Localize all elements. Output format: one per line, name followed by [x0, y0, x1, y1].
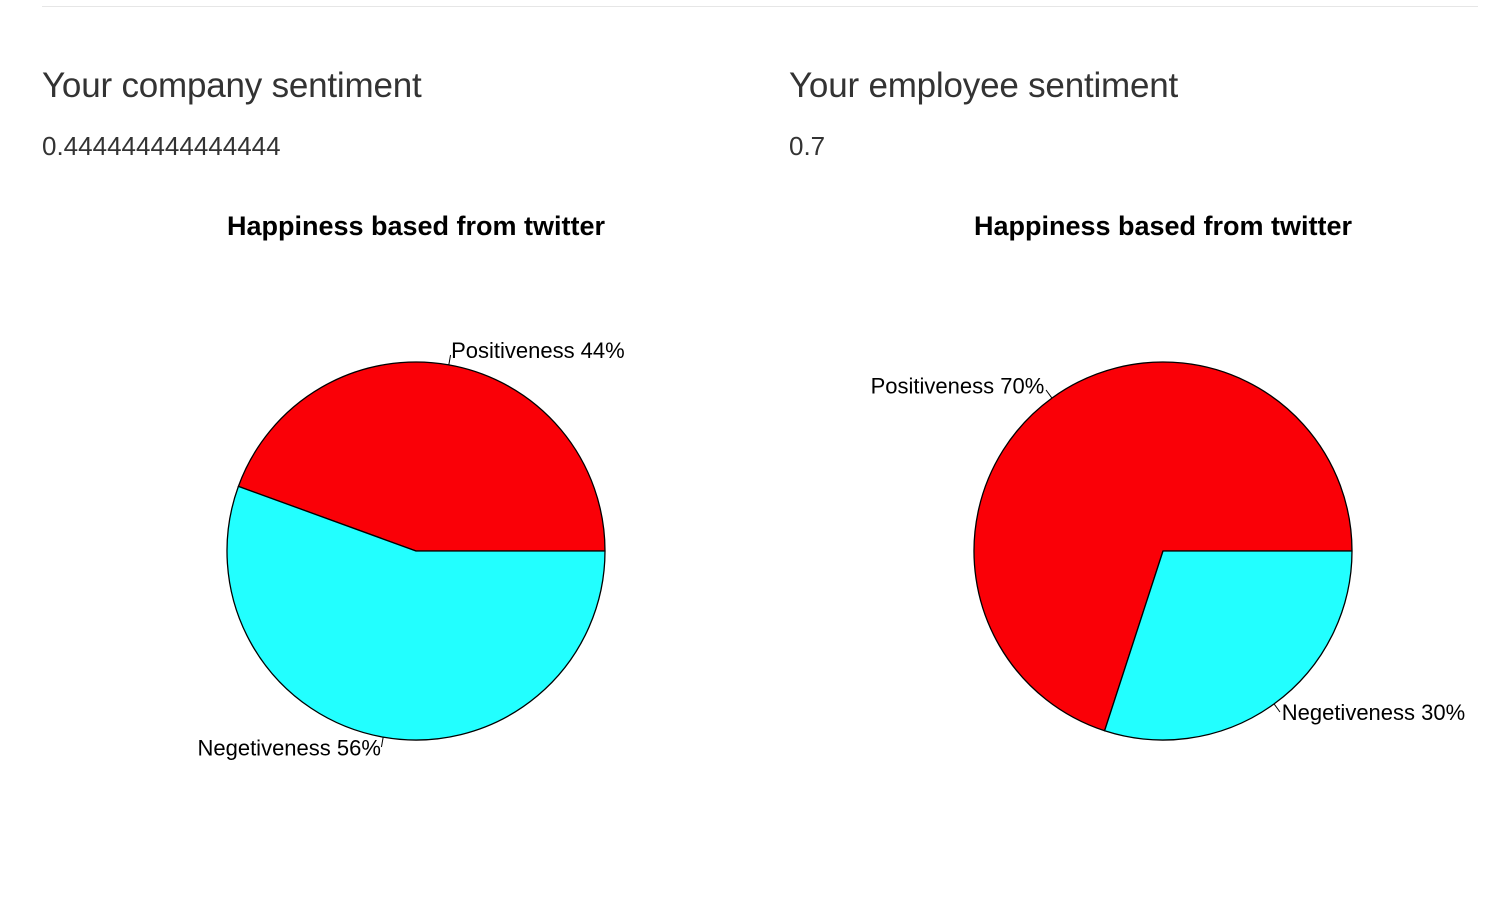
pie-label-tick	[448, 354, 452, 365]
pie-slice-label: Negetiveness 56%	[197, 736, 380, 761]
pie-slice-positiveness	[237, 361, 606, 552]
company-sentiment-heading: Your company sentiment	[42, 66, 422, 105]
employee-happiness-pie-chart: Happiness based from twitter Positivenes…	[871, 211, 1465, 741]
chart-title: Happiness based from twitter	[974, 211, 1353, 241]
pie-label-tick	[1273, 703, 1281, 713]
employee-sentiment-panel: Your employee sentiment 0.7 Happiness ba…	[789, 0, 1478, 912]
pie-slice-positiveness	[973, 361, 1353, 732]
pie-slice-label: Negetiveness 30%	[1282, 700, 1465, 725]
pie-slice-label: Positiveness 44%	[451, 338, 625, 363]
pie-label-tick	[1045, 389, 1053, 399]
company-happiness-pie-chart: Happiness based from twitter Positivenes…	[197, 211, 625, 761]
employee-sentiment-heading: Your employee sentiment	[789, 66, 1179, 105]
pie-slice-negetiveness	[226, 485, 606, 741]
top-divider	[42, 6, 1478, 7]
chart-title: Happiness based from twitter	[227, 211, 606, 241]
company-sentiment-value: 0.444444444444444	[42, 131, 281, 161]
company-sentiment-panel: Your company sentiment 0.444444444444444…	[42, 0, 742, 912]
pie-slice-label: Positiveness 70%	[871, 373, 1045, 398]
employee-sentiment-value: 0.7	[789, 131, 826, 161]
pie-label-tick	[380, 737, 384, 748]
